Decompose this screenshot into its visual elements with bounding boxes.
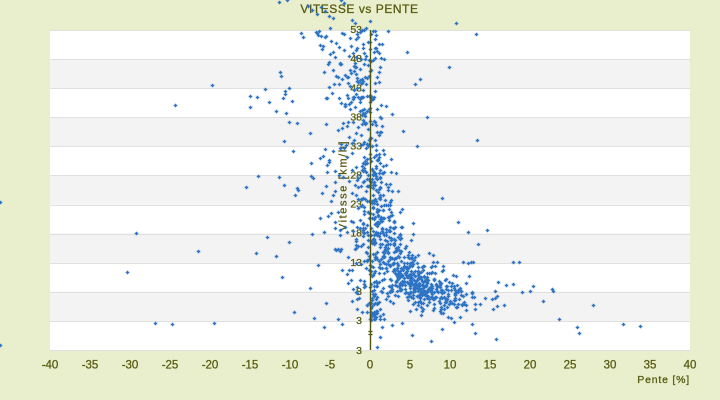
svg-text:-20: -20 bbox=[202, 359, 219, 371]
svg-text:Pente [%]: Pente [%] bbox=[637, 374, 690, 386]
svg-text:0: 0 bbox=[367, 359, 373, 371]
svg-text:VITESSE vs PENTE: VITESSE vs PENTE bbox=[300, 2, 418, 16]
svg-text:3: 3 bbox=[356, 345, 362, 357]
svg-text:-10: -10 bbox=[282, 359, 299, 371]
svg-text:8: 8 bbox=[356, 286, 362, 298]
svg-text:23: 23 bbox=[350, 199, 362, 211]
svg-text:-30: -30 bbox=[122, 359, 139, 371]
svg-text:-25: -25 bbox=[162, 359, 179, 371]
svg-text:10: 10 bbox=[444, 359, 457, 371]
svg-text:Vitesse [km/h]: Vitesse [km/h] bbox=[338, 140, 350, 231]
svg-text:-15: -15 bbox=[242, 359, 259, 371]
svg-text:-35: -35 bbox=[82, 359, 99, 371]
svg-text:20: 20 bbox=[524, 359, 537, 371]
svg-text:15: 15 bbox=[484, 359, 497, 371]
svg-text:3: 3 bbox=[356, 315, 362, 327]
svg-text:30: 30 bbox=[604, 359, 617, 371]
svg-text:35: 35 bbox=[644, 359, 657, 371]
svg-text:25: 25 bbox=[564, 359, 577, 371]
svg-text:38: 38 bbox=[350, 111, 362, 123]
svg-text:-40: -40 bbox=[42, 359, 59, 371]
svg-text:-5: -5 bbox=[325, 359, 335, 371]
svg-text:40: 40 bbox=[684, 359, 697, 371]
svg-text:5: 5 bbox=[407, 359, 413, 371]
